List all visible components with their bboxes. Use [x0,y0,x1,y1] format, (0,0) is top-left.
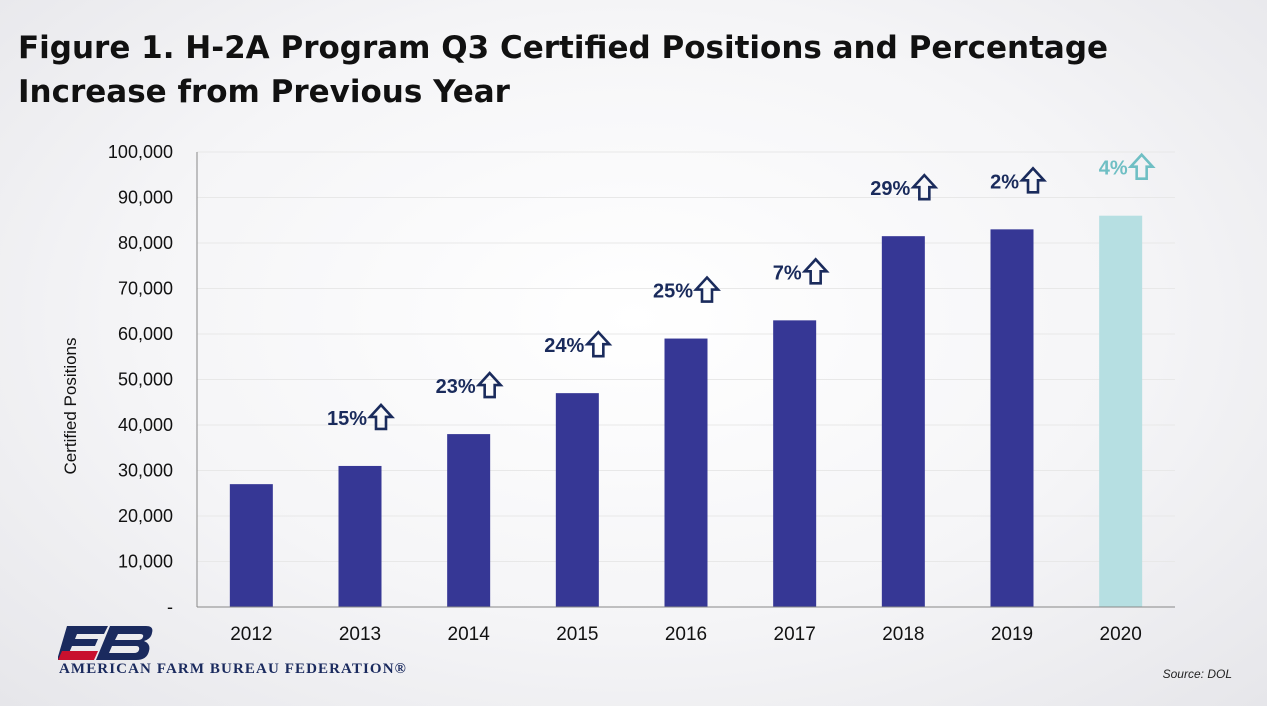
y-tick-label: 90,000 [118,188,173,208]
y-axis-label: Certified Positions [61,337,80,474]
increase-labels: 15% 23% 24% 25% 7% 29% 2% 4% [327,152,1156,431]
x-tick-label: 2020 [1100,624,1142,645]
x-tick-label: 2014 [448,624,491,645]
increase-label: 29% [870,178,910,200]
bar-2016 [664,338,708,607]
up-arrow-icon [367,403,395,431]
up-arrow-icon [910,173,939,201]
up-arrow-icon [475,371,504,399]
x-axis: 2012 2013 2014 2015 2016 2017 2018 2019 2020 [197,606,1175,645]
up-arrow-icon [1127,152,1156,180]
y-tick-label: 60,000 [118,324,173,344]
y-tick-label: 30,000 [118,461,173,481]
y-tick-label: 100,000 [108,142,173,162]
y-tick-label: 80,000 [118,233,173,253]
bars [229,215,1143,608]
y-axis: - 10,000 20,000 30,000 40,000 50,000 60,000 70,… [108,142,198,617]
y-tick-label: 20,000 [118,506,173,526]
bar-2012 [229,484,273,607]
x-tick-label: 2019 [991,624,1033,645]
increase-label: 25% [653,281,693,303]
bar-2019 [990,229,1034,607]
increase-label: 2% [990,171,1019,193]
bar-2018 [881,236,925,608]
increase-label: 7% [773,262,802,284]
y-tick-label: 70,000 [118,279,173,299]
up-arrow-icon [801,257,830,285]
y-tick-label: - [167,597,173,617]
increase-label: 4% [1099,158,1128,180]
org-name: AMERICAN FARM BUREAU FEDERATION® [59,661,407,677]
bar-2013 [338,465,382,607]
x-tick-label: 2015 [556,624,598,645]
up-arrow-icon [584,330,613,358]
x-tick-label: 2017 [774,624,816,645]
bar-2014 [447,434,491,607]
up-arrow-icon [693,275,721,303]
x-tick-label: 2016 [665,624,707,645]
increase-label: 23% [436,376,476,398]
increase-label: 24% [544,335,584,357]
increase-label: 15% [327,408,367,430]
bar-2020 [1099,215,1143,607]
x-tick-label: 2018 [882,624,924,645]
x-tick-label: 2013 [339,624,381,645]
chart-title: Figure 1. H-2A Program Q3 Certified Posi… [18,30,1109,110]
afbf-logo-icon [58,626,153,660]
y-tick-label: 50,000 [118,370,173,390]
y-tick-label: 10,000 [118,552,173,572]
bar-2015 [555,393,599,607]
bar-2017 [773,320,817,607]
x-tick-label: 2012 [230,624,272,645]
source-note: Source: DOL [1162,667,1232,681]
up-arrow-icon [1019,166,1047,194]
y-tick-label: 40,000 [118,415,173,435]
